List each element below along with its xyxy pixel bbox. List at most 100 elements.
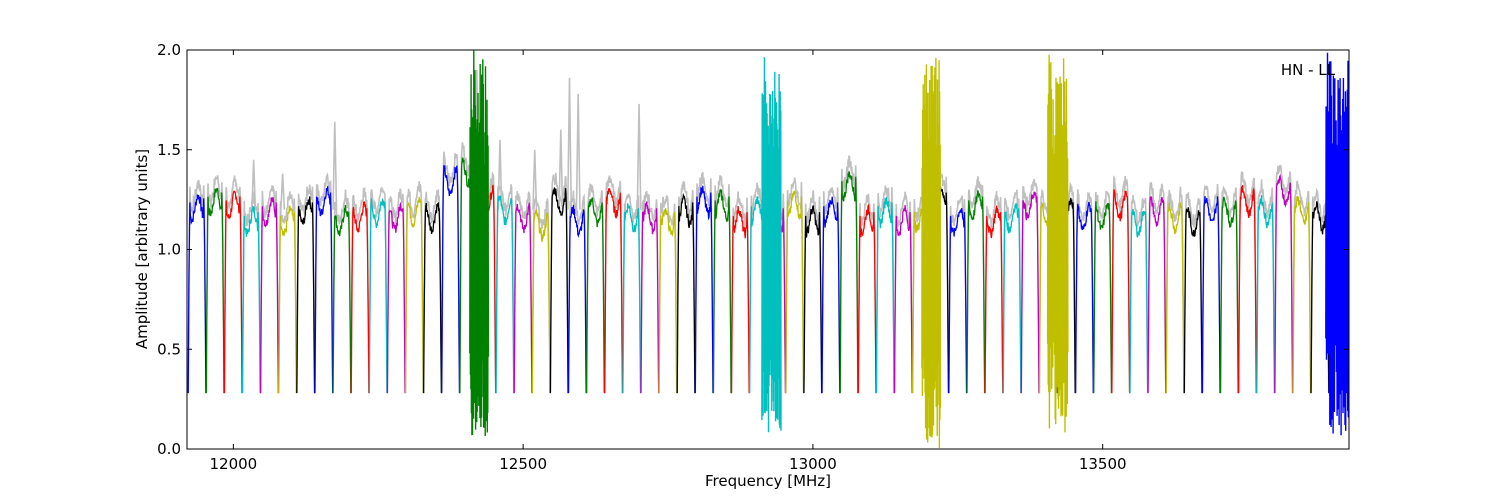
gray-series-segment — [513, 191, 533, 394]
gray-series-segment — [676, 180, 696, 394]
channel-series-segment — [875, 196, 895, 394]
gray-series-segment — [966, 176, 986, 394]
gray-series-segment — [404, 181, 424, 394]
channel-series-segment — [712, 188, 732, 394]
y-tick-label: 1.0 — [157, 241, 181, 259]
gray-spike — [558, 129, 564, 210]
gray-series-segment — [1111, 175, 1131, 394]
x-tick-label: 12000 — [210, 455, 258, 473]
channel-series-segment — [404, 196, 424, 394]
channel-series-segment — [1074, 201, 1094, 394]
channel-series-segment — [187, 194, 207, 394]
channel-series-segment — [1219, 196, 1239, 394]
channel-series-segment — [549, 187, 569, 394]
channel-series-segment — [948, 208, 968, 394]
gray-series-segment — [1219, 185, 1239, 394]
gray-spike — [251, 159, 257, 210]
channel-series-segment — [1147, 195, 1167, 394]
channel-series-segment — [531, 209, 551, 394]
gray-series-segment — [640, 190, 660, 394]
channel-series-segment — [694, 185, 714, 394]
channel-series-segment — [640, 201, 660, 394]
gray-series-segment — [368, 185, 388, 394]
channel-series-segment — [785, 190, 805, 394]
channel-series-segment — [350, 201, 370, 394]
gray-series-segment — [658, 195, 678, 394]
channel-series-segment — [1237, 185, 1257, 394]
channel-series-segment — [821, 196, 841, 394]
channel-series-segment — [278, 205, 298, 394]
gray-series-segment — [1002, 189, 1022, 394]
gray-series-segment — [712, 175, 732, 394]
channel-series-segment — [1093, 201, 1113, 394]
channel-series-segment — [567, 205, 587, 394]
channel-series-segment — [857, 203, 877, 394]
channel-series-segment — [422, 201, 443, 394]
channel-series-segment — [676, 192, 696, 394]
gray-series-segment — [259, 185, 280, 394]
gray-series-segment — [1255, 179, 1276, 394]
gray-series-segment — [350, 186, 370, 394]
channel-series-segment — [368, 197, 388, 394]
channel-series-segment — [1274, 173, 1294, 394]
gray-series-segment — [1237, 171, 1258, 394]
y-axis-label: Amplitude [arbitrary units] — [133, 149, 151, 349]
disturbance-series — [1325, 52, 1349, 436]
gray-spike — [566, 77, 573, 210]
gray-series-segment — [730, 191, 750, 394]
chart-annotation: HN - LL — [1281, 61, 1336, 79]
disturbance-series — [1046, 54, 1069, 433]
channel-series-segment — [314, 186, 334, 394]
gray-series-segment — [386, 188, 406, 394]
gray-series-segment — [296, 184, 316, 394]
gray-series-segment — [1165, 186, 1185, 394]
gray-series-segment — [603, 175, 624, 394]
series-layer — [187, 50, 1349, 449]
channel-series-segment — [1183, 207, 1203, 394]
ticks-layer: 12000 12500 13000 13500 0.0 0.5 1.0 1.5 2.0 — [157, 41, 1349, 473]
channel-series-segment — [622, 203, 642, 394]
channel-series-segment — [513, 202, 533, 394]
gray-series-segment — [440, 151, 461, 394]
channel-series-segment — [205, 187, 225, 394]
channel-series-segment — [241, 206, 261, 394]
channel-series-segment — [803, 205, 823, 394]
channel-series-segment — [658, 208, 678, 394]
y-tick-label: 2.0 — [157, 41, 181, 59]
gray-spike — [636, 103, 642, 210]
channel-series-segment — [604, 188, 624, 394]
channel-series-segment — [1256, 194, 1276, 394]
disturbance-series — [921, 57, 942, 449]
gray-spike — [497, 139, 503, 210]
gray-series-segment — [277, 191, 298, 394]
channel-series-segment — [495, 194, 515, 394]
gray-spike — [280, 173, 286, 210]
disturbance-series — [469, 50, 490, 437]
channel-series-segment — [966, 190, 986, 394]
gray-series-segment — [422, 189, 443, 394]
gray-series-segment — [314, 172, 334, 394]
y-tick-label: 0.5 — [157, 340, 181, 358]
disturbance-series — [761, 57, 782, 433]
gray-spike — [532, 149, 538, 210]
channel-series-segment — [223, 190, 243, 394]
channel-series-segment — [1129, 208, 1149, 394]
gray-series-segment — [984, 191, 1004, 394]
channel-series-segment — [984, 205, 1004, 394]
channel-series-segment — [585, 197, 605, 394]
gray-series-segment — [1183, 192, 1203, 394]
gray-series-segment — [1092, 190, 1113, 394]
gray-series-segment — [1020, 178, 1040, 394]
channel-series-segment — [1165, 202, 1185, 394]
y-tick-label: 1.5 — [157, 141, 181, 159]
channel-series-segment — [1292, 196, 1312, 394]
channel-series-segment — [1020, 191, 1040, 394]
channel-series-segment — [386, 201, 406, 394]
channel-series-segment — [839, 171, 859, 394]
gray-series-segment — [1292, 180, 1312, 394]
gray-series-segment — [531, 196, 551, 394]
channel-series-segment — [1111, 189, 1131, 394]
channel-series-segment — [1201, 196, 1221, 394]
x-axis-label: Frequency [MHz] — [705, 472, 831, 490]
